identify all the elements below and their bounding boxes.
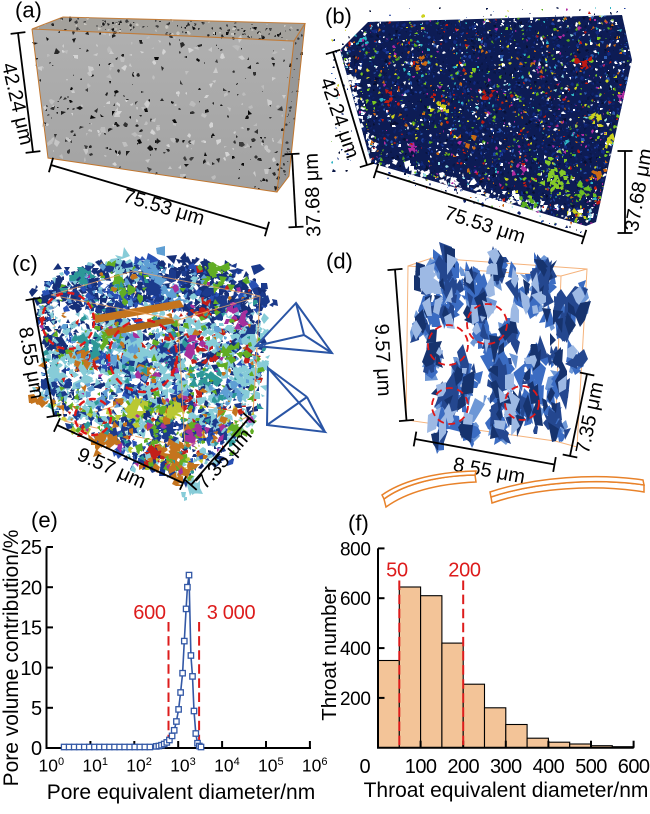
svg-text:37.68 μm: 37.68 μm bbox=[301, 153, 326, 238]
svg-text:103: 103 bbox=[170, 756, 196, 776]
svg-text:(c): (c) bbox=[12, 251, 38, 276]
svg-text:50: 50 bbox=[386, 559, 408, 581]
svg-text:300: 300 bbox=[490, 756, 522, 778]
svg-text:600: 600 bbox=[133, 602, 166, 624]
svg-text:400: 400 bbox=[533, 756, 565, 778]
svg-text:106: 106 bbox=[302, 756, 328, 776]
svg-text:(d): (d) bbox=[326, 249, 353, 274]
svg-text:0: 0 bbox=[359, 756, 370, 778]
svg-text:Throat equivalent diameter/nm: Throat equivalent diameter/nm bbox=[364, 779, 649, 802]
svg-text:Throat number: Throat number bbox=[318, 586, 341, 721]
svg-text:100: 100 bbox=[405, 756, 437, 778]
svg-text:(a): (a) bbox=[15, 0, 42, 23]
svg-text:10: 10 bbox=[20, 658, 42, 680]
svg-text:20: 20 bbox=[20, 577, 42, 599]
svg-text:600: 600 bbox=[340, 589, 371, 610]
svg-text:Pore volume contribution/%: Pore volume contribution/% bbox=[0, 530, 23, 787]
svg-text:(e): (e) bbox=[31, 508, 58, 533]
svg-text:200: 200 bbox=[340, 689, 371, 710]
svg-text:15: 15 bbox=[20, 618, 42, 640]
svg-text:400: 400 bbox=[340, 639, 371, 660]
svg-text:104: 104 bbox=[214, 756, 240, 776]
svg-text:9.57 μm: 9.57 μm bbox=[370, 323, 395, 397]
svg-text:102: 102 bbox=[126, 756, 152, 776]
svg-text:500: 500 bbox=[575, 756, 607, 778]
svg-text:101: 101 bbox=[82, 756, 108, 776]
svg-text:200: 200 bbox=[448, 559, 481, 581]
svg-text:105: 105 bbox=[258, 756, 284, 776]
svg-text:800: 800 bbox=[340, 539, 371, 560]
svg-text:3 000: 3 000 bbox=[207, 602, 256, 624]
svg-text:5: 5 bbox=[31, 698, 42, 720]
svg-text:(b): (b) bbox=[325, 3, 352, 28]
svg-text:Pore equivalent diameter/nm: Pore equivalent diameter/nm bbox=[47, 781, 315, 804]
svg-text:200: 200 bbox=[447, 756, 479, 778]
svg-text:25: 25 bbox=[20, 537, 42, 559]
svg-text:(f): (f) bbox=[348, 511, 369, 536]
svg-text:100: 100 bbox=[39, 756, 65, 776]
svg-text:600: 600 bbox=[618, 756, 650, 778]
svg-text:0: 0 bbox=[31, 738, 42, 760]
